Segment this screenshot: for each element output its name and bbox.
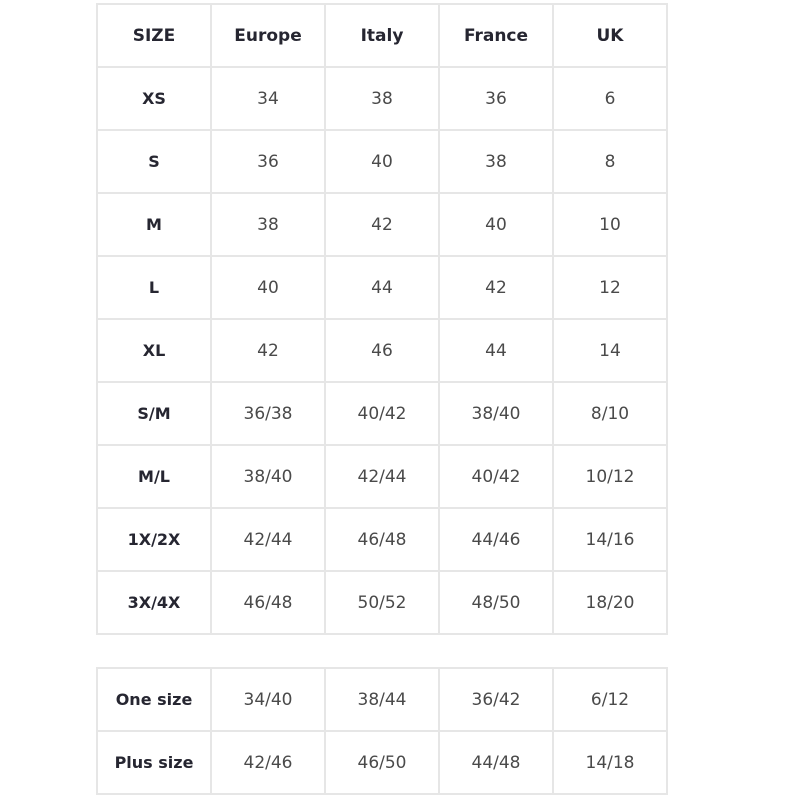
size-value: 38 xyxy=(210,192,326,257)
size-label: Plus size xyxy=(96,730,212,795)
size-value: 42 xyxy=(210,318,326,383)
size-value: 44 xyxy=(324,255,440,320)
size-value: 40 xyxy=(210,255,326,320)
size-value: 42 xyxy=(438,255,554,320)
size-value: 46/50 xyxy=(324,730,440,795)
size-value: 46 xyxy=(324,318,440,383)
size-value: 6/12 xyxy=(552,667,668,732)
size-value: 44/46 xyxy=(438,507,554,572)
table-row: One size 34/40 38/44 36/42 6/12 xyxy=(96,667,668,732)
size-label: One size xyxy=(96,667,212,732)
size-value: 40/42 xyxy=(324,381,440,446)
size-value: 14/16 xyxy=(552,507,668,572)
size-value: 48/50 xyxy=(438,570,554,635)
table-row: S 36 40 38 8 xyxy=(96,129,668,194)
size-value: 42 xyxy=(324,192,440,257)
size-value: 40/42 xyxy=(438,444,554,509)
size-value: 38 xyxy=(438,129,554,194)
column-header: SIZE xyxy=(96,3,212,68)
size-value: 14/18 xyxy=(552,730,668,795)
column-header: UK xyxy=(552,3,668,68)
size-label: 1X/2X xyxy=(96,507,212,572)
size-value: 14 xyxy=(552,318,668,383)
size-value: 34/40 xyxy=(210,667,326,732)
column-header: Italy xyxy=(324,3,440,68)
size-value: 38 xyxy=(324,66,440,131)
size-value: 36 xyxy=(210,129,326,194)
column-header: France xyxy=(438,3,554,68)
table-row: M/L 38/40 42/44 40/42 10/12 xyxy=(96,444,668,509)
size-value: 34 xyxy=(210,66,326,131)
size-label: 3X/4X xyxy=(96,570,212,635)
size-label: S xyxy=(96,129,212,194)
size-label: XS xyxy=(96,66,212,131)
size-conversion-table: SIZE Europe Italy France UK XS 34 38 36 6 S 36 40 38 8… xyxy=(96,3,668,635)
size-value: 42/44 xyxy=(324,444,440,509)
size-value: 40 xyxy=(324,129,440,194)
table-row: M 38 42 40 10 xyxy=(96,192,668,257)
table-row: S/M 36/38 40/42 38/40 8/10 xyxy=(96,381,668,446)
size-value: 36/42 xyxy=(438,667,554,732)
size-value: 38/40 xyxy=(210,444,326,509)
table-row: 1X/2X 42/44 46/48 44/46 14/16 xyxy=(96,507,668,572)
size-value: 50/52 xyxy=(324,570,440,635)
size-value: 12 xyxy=(552,255,668,320)
table-row: Plus size 42/46 46/50 44/48 14/18 xyxy=(96,730,668,795)
size-value: 38/40 xyxy=(438,381,554,446)
table-row: XS 34 38 36 6 xyxy=(96,66,668,131)
size-value: 42/44 xyxy=(210,507,326,572)
size-value: 36 xyxy=(438,66,554,131)
size-value: 40 xyxy=(438,192,554,257)
size-value: 44/48 xyxy=(438,730,554,795)
size-value: 36/38 xyxy=(210,381,326,446)
table-row: 3X/4X 46/48 50/52 48/50 18/20 xyxy=(96,570,668,635)
size-value: 10 xyxy=(552,192,668,257)
size-value: 8/10 xyxy=(552,381,668,446)
size-value: 18/20 xyxy=(552,570,668,635)
table-row: L 40 44 42 12 xyxy=(96,255,668,320)
one-plus-size-table: One size 34/40 38/44 36/42 6/12 Plus size 42/4… xyxy=(96,667,668,795)
table-row: XL 42 46 44 14 xyxy=(96,318,668,383)
size-value: 38/44 xyxy=(324,667,440,732)
size-label: XL xyxy=(96,318,212,383)
size-label: M/L xyxy=(96,444,212,509)
size-value: 46/48 xyxy=(210,570,326,635)
size-value: 6 xyxy=(552,66,668,131)
size-value: 10/12 xyxy=(552,444,668,509)
size-label: L xyxy=(96,255,212,320)
size-label: M xyxy=(96,192,212,257)
size-value: 8 xyxy=(552,129,668,194)
size-value: 44 xyxy=(438,318,554,383)
header-row: SIZE Europe Italy France UK xyxy=(96,3,668,68)
column-header: Europe xyxy=(210,3,326,68)
size-value: 42/46 xyxy=(210,730,326,795)
size-value: 46/48 xyxy=(324,507,440,572)
size-label: S/M xyxy=(96,381,212,446)
